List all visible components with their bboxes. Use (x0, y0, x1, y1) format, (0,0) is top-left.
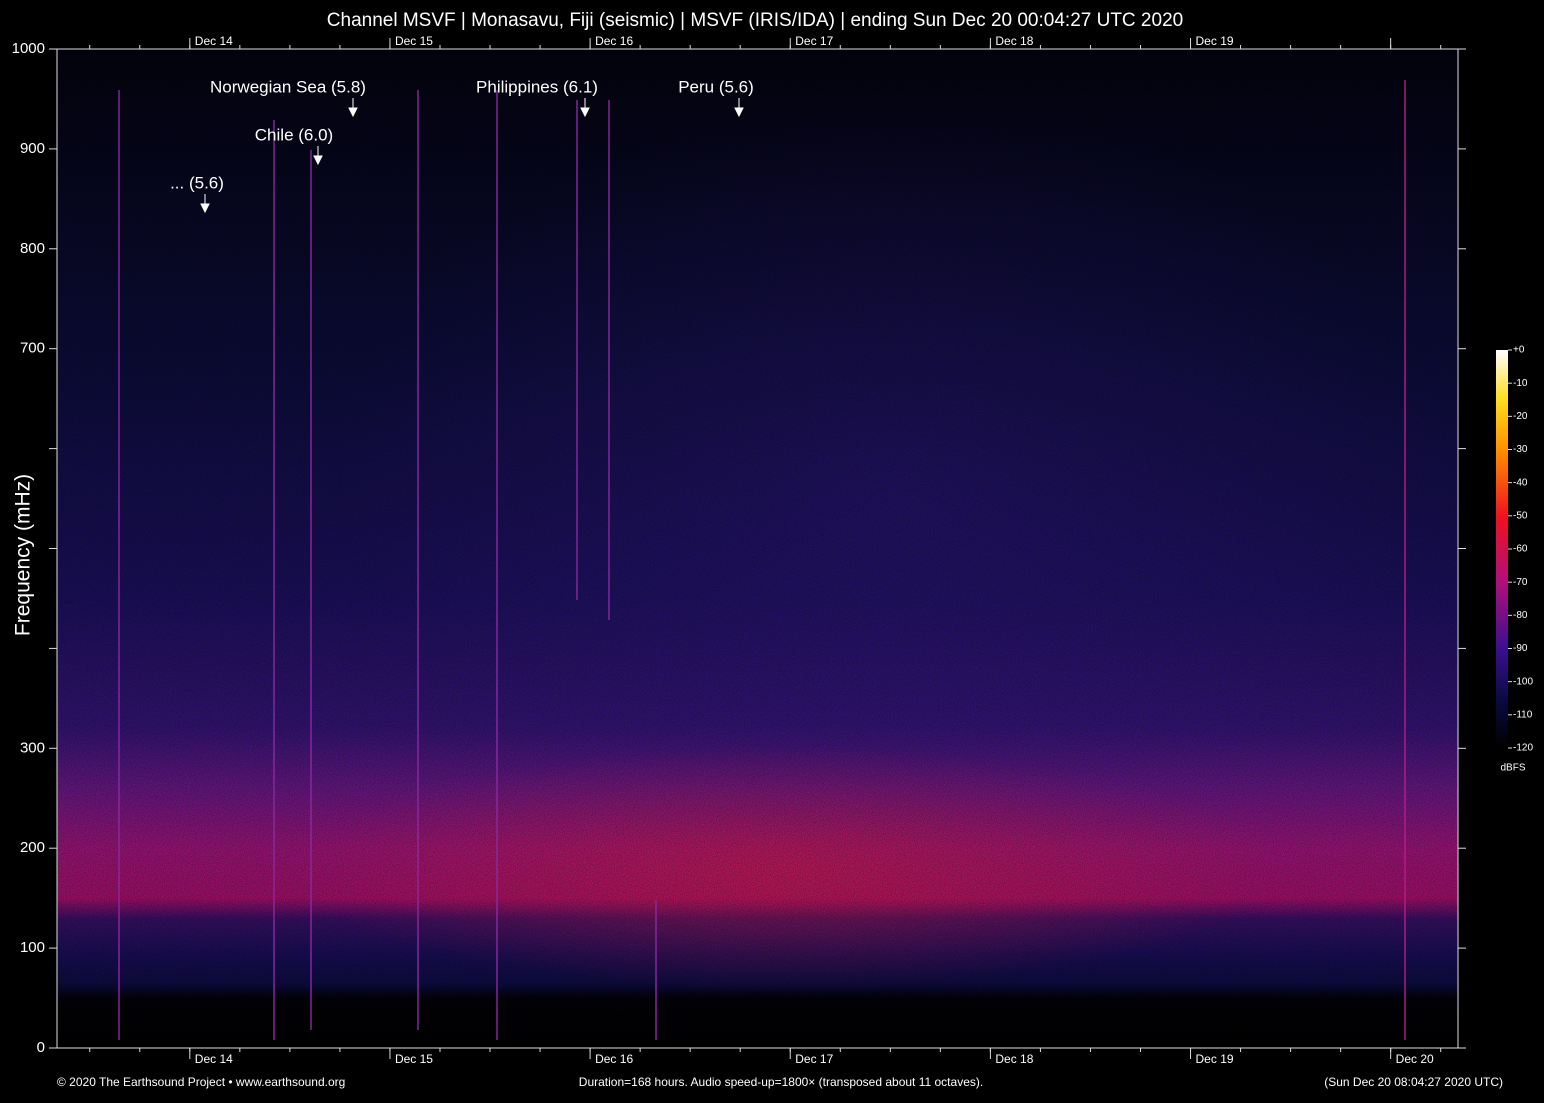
x-tick-label: Dec 16 (595, 1052, 633, 1066)
footer-center: Duration=168 hours. Audio speed-up=1800×… (579, 1075, 983, 1089)
y-tick-label: 200 (20, 839, 45, 856)
annotations: ... (5.6) Chile (6.0) Norwegian Sea (5.8… (170, 77, 754, 214)
footer-left: © 2020 The Earthsound Project • www.eart… (57, 1075, 345, 1089)
x-tick-label: Dec 14 (195, 1052, 233, 1066)
y-tick-label: 0 (37, 1039, 45, 1056)
y-tick-label: 800 (20, 240, 45, 257)
colorbar-label: dBFS (1500, 763, 1525, 774)
y-tick-label: 700 (20, 340, 45, 357)
y-axis-label: Frequency (mHz) (12, 474, 35, 636)
colorbar-tick-label: -50 (1513, 510, 1528, 521)
y-tick-label: 1000 (12, 40, 45, 57)
colorbar (1496, 350, 1508, 748)
colorbar-tick-label: -70 (1513, 577, 1528, 588)
y-tick-label: 100 (20, 939, 45, 956)
x-tick-label-top: Dec 18 (995, 34, 1033, 48)
x-tick-label-top: Dec 16 (595, 34, 633, 48)
colorbar-tick-label: -40 (1513, 477, 1528, 488)
colorbar-tick-label: -120 (1513, 743, 1533, 754)
annotation: Peru (5.6) (678, 77, 754, 96)
colorbar-tick-label: -90 (1513, 643, 1528, 654)
x-tick-label-top: Dec 17 (795, 34, 833, 48)
colorbar-tick-label: -80 (1513, 610, 1528, 621)
x-tick-label-top: Dec 19 (1196, 34, 1234, 48)
spectrogram (57, 49, 1458, 1048)
x-tick-label: Dec 18 (995, 1052, 1033, 1066)
footer-right: (Sun Dec 20 08:04:27 2020 UTC) (1324, 1075, 1503, 1089)
colorbar-tick-label: -20 (1513, 411, 1528, 422)
colorbar-tick-label: -110 (1513, 709, 1533, 720)
x-tick-label: Dec 17 (795, 1052, 833, 1066)
annotation: Philippines (6.1) (476, 77, 598, 96)
colorbar-tick-label: +0 (1513, 345, 1525, 356)
colorbar-tick-label: -10 (1513, 378, 1528, 389)
chart-title: Channel MSVF | Monasavu, Fiji (seismic) … (327, 10, 1183, 31)
colorbar-tick-label: -100 (1513, 676, 1533, 687)
annotation: Norwegian Sea (5.8) (210, 77, 366, 96)
x-tick-label: Dec 19 (1196, 1052, 1234, 1066)
x-tick-label-top: Dec 15 (395, 34, 433, 48)
x-tick-label-top: Dec 14 (195, 34, 233, 48)
annotation: Chile (6.0) (255, 125, 333, 144)
annotation: ... (5.6) (170, 173, 224, 192)
y-tick-label: 300 (20, 739, 45, 756)
y-tick-label: 900 (20, 140, 45, 157)
colorbar-tick-label: -30 (1513, 444, 1528, 455)
colorbar-tick-label: -60 (1513, 544, 1528, 555)
x-tick-label: Dec 20 (1396, 1052, 1434, 1066)
x-tick-label: Dec 15 (395, 1052, 433, 1066)
